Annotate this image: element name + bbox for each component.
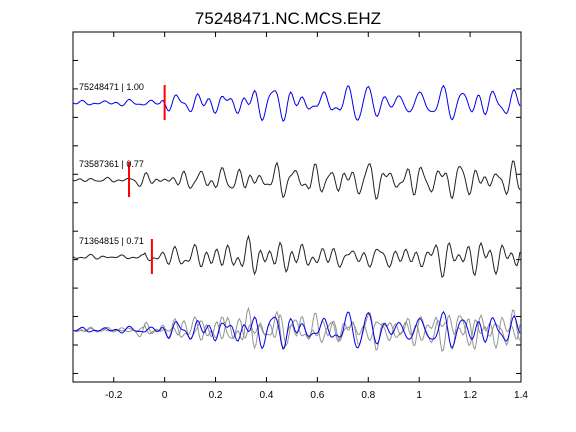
x-tick-label: 0.6 (310, 390, 324, 401)
x-tick-label: 0.8 (361, 390, 375, 401)
x-tick-label: 1.4 (514, 390, 528, 401)
plot-frame (72, 31, 522, 383)
x-tick-label: 0.4 (260, 390, 274, 401)
trace-line-73587361 (72, 160, 521, 201)
trace-label-73587361: 73587361 | 0.77 (79, 159, 144, 169)
trace-group: 75248471 | 1.00 73587361 | 0.77 71364815 |… (72, 82, 521, 278)
x-tick-label: 0.2 (209, 390, 223, 401)
x-tick-label: -0.2 (105, 390, 123, 401)
trace-line-75248471 (72, 84, 521, 122)
x-tick-label: 1 (416, 390, 422, 401)
stacked-traces (72, 306, 521, 352)
stack-trace-73587361 (72, 309, 521, 352)
trace-label-75248471: 75248471 | 1.00 (79, 82, 144, 92)
chart-title: 75248471.NC.MCS.EHZ (195, 9, 381, 28)
x-tick-label: 0 (162, 390, 168, 401)
stack-trace-71364815 (72, 306, 521, 352)
stack-trace-75248471 (72, 310, 521, 350)
trace-label-71364815: 71364815 | 0.71 (79, 236, 144, 246)
x-tick-label: 1.2 (463, 390, 477, 401)
trace-line-71364815 (72, 234, 521, 278)
